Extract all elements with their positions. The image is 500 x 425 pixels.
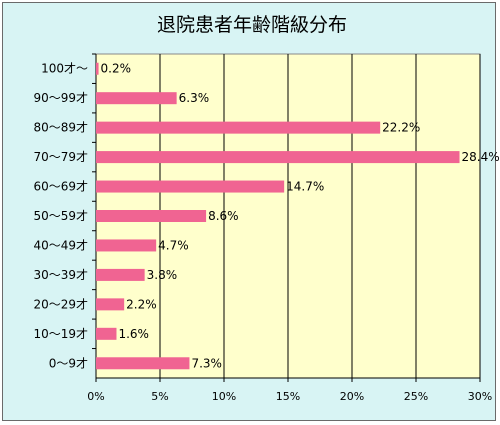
x-tick-label: 30% [468,390,492,403]
data-labels: 0.2% 6.3% 22.2% 28.4% 14.7% 8.6% 4.7% 3.8% 2.2% 1… [101,62,500,371]
bar [96,121,381,134]
data-label: 28.4% [462,150,500,164]
chart-title: 退院患者年齢階級分布 [157,14,347,36]
category-label: 20～29才 [33,297,88,311]
bar [96,357,190,370]
x-tick-label: 20% [340,390,364,403]
category-label: 40～49才 [33,238,88,252]
x-tick-label: 15% [276,390,300,403]
bars [96,62,460,370]
data-label: 6.3% [179,91,210,105]
data-label: 0.2% [101,62,132,76]
category-label: 80～89才 [33,121,88,135]
bar [96,327,117,340]
bar [96,268,145,281]
category-label: 50～59才 [33,209,88,223]
bar [96,180,285,193]
bar [96,298,125,311]
bar [96,62,99,75]
bar [96,210,207,222]
data-label: 14.7% [286,180,324,194]
category-label: 0～9才 [49,356,88,370]
category-label: 10～19才 [33,327,88,341]
x-tick-label: 25% [404,390,428,403]
data-label: 1.6% [118,327,149,341]
data-label: 3.8% [147,268,178,282]
data-label: 4.7% [158,238,189,252]
data-label: 2.2% [126,297,157,311]
x-tick-labels: 0% 5% 10% 15% 20% 25% 30% [87,390,492,403]
data-label: 7.3% [191,356,222,370]
bar [96,239,157,252]
x-tick-label: 10% [212,390,236,403]
category-label: 90～99才 [33,91,88,105]
bar [96,151,460,164]
category-label: 30～39才 [33,268,88,282]
x-tick-label: 5% [151,390,168,403]
category-label: 60～69才 [33,180,88,194]
category-label: 100才～ [41,62,88,76]
category-labels: 100才～ 90～99才 80～89才 70～79才 60～69才 50～59才 40～49… [33,62,88,371]
bar [96,92,177,105]
x-tick-label: 0% [87,390,104,403]
data-label: 22.2% [382,121,420,135]
data-label: 8.6% [208,209,239,223]
category-label: 70～79才 [33,150,88,164]
